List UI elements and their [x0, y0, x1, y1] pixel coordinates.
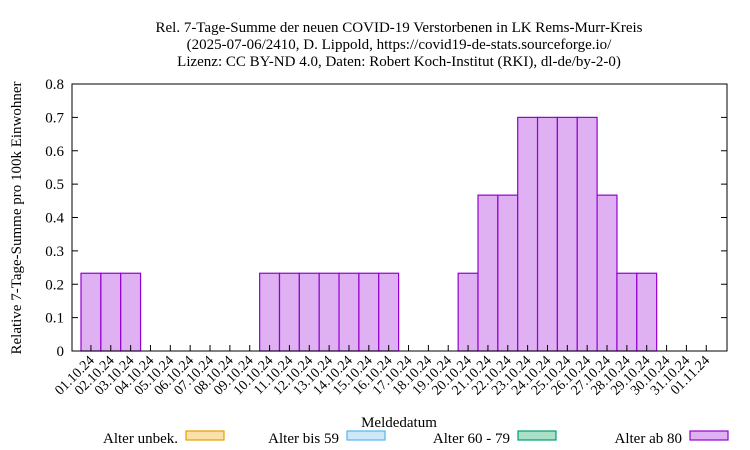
legend-label: Alter ab 80	[615, 431, 682, 447]
bar-03-10-24	[120, 272, 142, 352]
bar-01-10-24	[80, 272, 102, 352]
bar-13-10-24	[318, 272, 340, 352]
bar-22-10-24	[497, 194, 519, 352]
legend: Alter unbek. Alter bis 59 Alter 60 - 79 Alt…	[103, 430, 729, 447]
y-tick-label: 0.2	[45, 277, 64, 293]
bars-layer	[80, 116, 658, 352]
bar-25-10-24	[556, 116, 578, 352]
chart-title-line-1: Rel. 7-Tage-Summe der neuen COVID-19 Ver…	[155, 20, 642, 36]
bar-02-10-24	[100, 272, 122, 352]
bar-12-10-24	[298, 272, 320, 352]
y-tick-label: 0.7	[45, 110, 64, 126]
legend-swatch	[517, 430, 557, 441]
legend-label: Alter unbek.	[103, 431, 178, 447]
chart-title-line-2: (2025-07-06/2410, D. Lippold, https://co…	[187, 37, 612, 53]
y-tick-label: 0.6	[45, 144, 64, 160]
legend-label: Alter 60 - 79	[433, 431, 510, 447]
bar-27-10-24	[596, 194, 618, 352]
bar-16-10-24	[378, 272, 400, 352]
chart-title-line-3: Lizenz: CC BY-ND 4.0, Daten: Robert Koch…	[177, 54, 621, 70]
y-tick-label: 0.3	[45, 244, 64, 260]
y-axis-label: Relative 7-Tage-Summe pro 100k Einwohner	[9, 81, 25, 354]
y-tick-label: 0.8	[45, 77, 64, 93]
y-tick-label: 0	[57, 344, 65, 360]
y-tick-label: 0.5	[45, 177, 64, 193]
legend-label: Alter bis 59	[268, 431, 339, 447]
legend-swatch	[689, 430, 729, 441]
bar-29-10-24	[636, 272, 658, 352]
y-tick-label: 0.1	[45, 311, 64, 327]
plot-frame	[71, 83, 728, 352]
bar-28-10-24	[616, 272, 638, 352]
bar-14-10-24	[338, 272, 360, 352]
bar-10-10-24	[259, 272, 281, 352]
y-tick-label: 0.4	[45, 211, 64, 227]
bar-21-10-24	[477, 194, 499, 352]
bar-15-10-24	[358, 272, 380, 352]
chart-title: Rel. 7-Tage-Summe der neuen COVID-19 Ver…	[155, 20, 642, 70]
bar-11-10-24	[278, 272, 300, 352]
bar-26-10-24	[576, 116, 598, 352]
bar-24-10-24	[536, 116, 558, 352]
legend-swatch	[185, 430, 225, 441]
bar-20-10-24	[457, 272, 479, 352]
bar-23-10-24	[517, 116, 539, 352]
legend-swatch	[346, 430, 386, 441]
x-axis-label: Meldedatum	[361, 415, 437, 431]
